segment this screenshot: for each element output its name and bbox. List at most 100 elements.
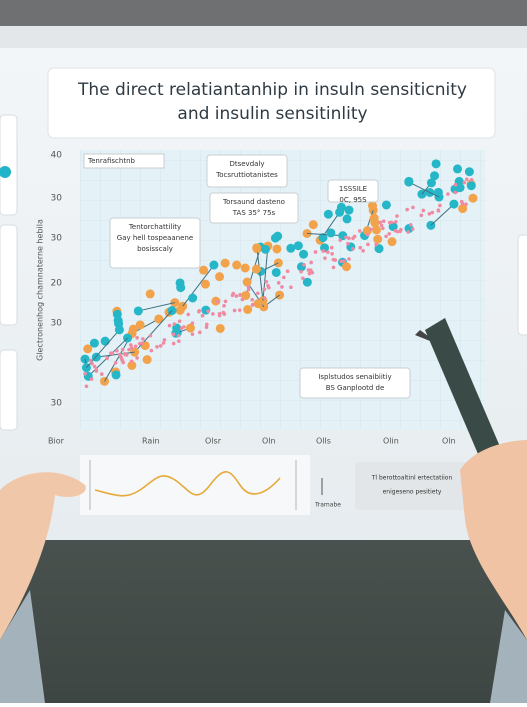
side-panel: [517, 234, 527, 336]
pink-dot: [121, 360, 126, 365]
top-strip: [0, 26, 527, 48]
dot: [114, 325, 124, 335]
pink-dot: [221, 310, 226, 315]
pink-dot: [246, 287, 251, 292]
pink-dot: [177, 319, 182, 324]
pink-dot: [123, 352, 128, 357]
dot: [253, 299, 263, 309]
pink-dot: [141, 337, 145, 341]
dot: [286, 243, 296, 253]
callout-box: [299, 367, 411, 399]
bond: [408, 181, 440, 198]
pink-dot: [387, 231, 392, 236]
pink-dot: [186, 312, 191, 317]
dot: [200, 279, 210, 289]
pink-dot: [155, 344, 159, 349]
dot: [466, 181, 476, 191]
pink-dot: [302, 262, 306, 267]
pink-dot: [148, 333, 153, 338]
y-tick-label: 40: [51, 151, 63, 161]
dot: [215, 272, 225, 282]
pink-dot: [352, 234, 357, 239]
callout-box: [206, 154, 288, 188]
bond: [430, 203, 455, 226]
x-tick-label: Oln: [442, 437, 456, 446]
pink-dot: [222, 304, 226, 308]
pink-dot: [133, 344, 138, 349]
title-wrap: The direct relatiantanhip in insuln sens…: [78, 80, 467, 124]
pink-dot: [172, 322, 177, 326]
dot: [0, 166, 11, 178]
pink-dot: [358, 245, 363, 250]
pink-dot: [365, 233, 370, 237]
pink-dot: [234, 294, 239, 298]
callout-text: 0C, 95S: [339, 196, 367, 204]
dot: [251, 264, 261, 274]
pink-dot: [88, 358, 93, 363]
y-tick-label: 30: [51, 399, 63, 409]
title: The direct relatiantanhip in insuln sens…: [78, 80, 467, 124]
pink-dot: [406, 230, 410, 234]
dot: [299, 249, 309, 259]
pink-dot: [453, 182, 458, 187]
pink-dot: [446, 192, 450, 196]
right-hand: [460, 440, 527, 640]
pink-dot: [140, 341, 145, 345]
pink-dot: [223, 299, 228, 304]
pink-dot: [307, 271, 312, 276]
pink-dot: [309, 260, 313, 265]
dot: [464, 167, 474, 177]
dot: [176, 283, 186, 293]
pink-dot: [408, 223, 413, 227]
pink-dot: [309, 268, 313, 272]
pink-dot: [162, 338, 167, 342]
pink-dot: [137, 341, 142, 346]
pink-dot: [361, 248, 365, 253]
pink-dot: [217, 313, 222, 318]
pink-dot: [346, 241, 350, 246]
pink-dot: [250, 303, 255, 307]
pink-dot: [109, 351, 113, 355]
dot: [240, 263, 250, 273]
pink-dot: [100, 372, 104, 376]
dot: [430, 171, 440, 181]
bond: [138, 302, 175, 312]
pink-dot: [282, 275, 286, 280]
dot: [371, 225, 381, 235]
dot: [374, 244, 384, 254]
pink-dot: [350, 247, 355, 251]
pink-dot: [333, 258, 338, 262]
pink-dot: [176, 339, 181, 343]
dot: [133, 306, 143, 316]
dot: [100, 336, 110, 346]
pink-dot: [113, 361, 118, 365]
pink-dot: [176, 333, 181, 338]
dot: [199, 265, 209, 275]
dot: [326, 228, 336, 238]
callout-text: Dtsevdaly: [229, 160, 264, 168]
pink-dot: [120, 347, 125, 352]
x-tick-label: Bior: [48, 437, 65, 446]
pink-dot: [256, 291, 260, 296]
side-panel: [0, 114, 18, 216]
pink-dot: [179, 326, 184, 330]
dot: [154, 314, 164, 324]
pink-dot: [215, 299, 220, 304]
side-panel: [0, 224, 18, 326]
pink-dot: [323, 256, 327, 260]
pink-dot: [405, 207, 409, 212]
x-tick-label: Olls: [316, 437, 331, 446]
callout-text: Isplstudos senaibiitiy: [318, 373, 391, 381]
dot: [232, 260, 242, 270]
mini-box-text: enigeseno pesitiety: [383, 489, 442, 496]
dot: [449, 199, 459, 209]
pink-dot: [381, 219, 386, 224]
pink-dot: [89, 377, 94, 381]
mini-line: [94, 471, 281, 497]
dot: [220, 258, 230, 268]
pink-dot: [410, 227, 415, 231]
dot: [241, 290, 251, 300]
pink-dot: [161, 341, 166, 345]
callout-text: Tocsruttiotanistes: [215, 171, 278, 179]
